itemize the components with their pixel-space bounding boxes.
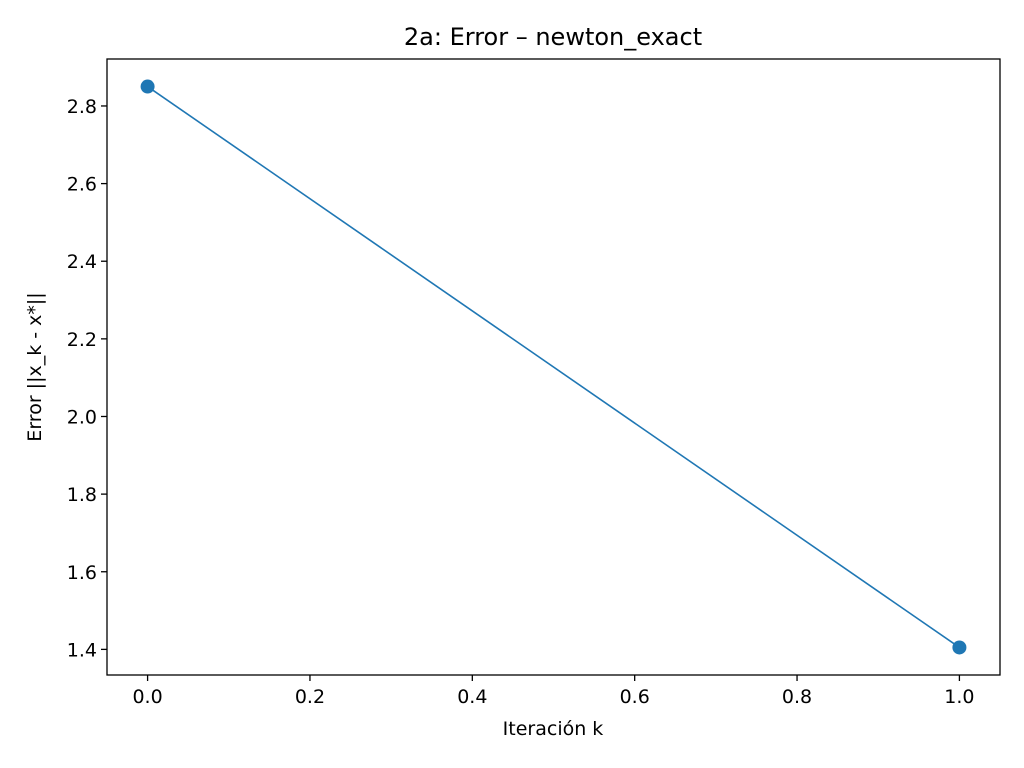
x-tick-label: 0.8: [782, 686, 812, 708]
chart-title: 2a: Error – newton_exact: [404, 23, 702, 51]
x-tick-label: 0.2: [295, 686, 325, 708]
y-tick-label: 1.6: [67, 562, 97, 584]
y-tick-label: 1.8: [67, 484, 97, 506]
series-line: [147, 85, 960, 649]
x-axis: 0.0 0.2 0.4 0.6 0.8 1.0: [132, 675, 975, 708]
data-point: [952, 640, 967, 655]
y-tick-label: 2.4: [67, 251, 97, 273]
x-tick-label: 0.0: [132, 686, 162, 708]
y-axis: 1.4 1.6 1.8 2.0 2.2 2.4 2.6 2.8: [67, 96, 107, 661]
series-layer: [140, 79, 967, 655]
x-axis-label: Iteración k: [503, 718, 604, 740]
y-tick-label: 2.2: [67, 329, 97, 351]
y-tick-label: 2.0: [67, 406, 97, 428]
plot-area-frame: [106, 58, 1001, 676]
y-tick-label: 2.8: [67, 96, 97, 118]
y-axis-label: Error ||x_k - x*||: [24, 292, 46, 441]
data-point: [140, 79, 155, 94]
x-tick-label: 1.0: [944, 686, 974, 708]
x-tick-label: 0.6: [620, 686, 650, 708]
y-tick-label: 2.6: [67, 174, 97, 196]
y-tick-label: 1.4: [67, 639, 97, 661]
x-tick-label: 0.4: [457, 686, 487, 708]
